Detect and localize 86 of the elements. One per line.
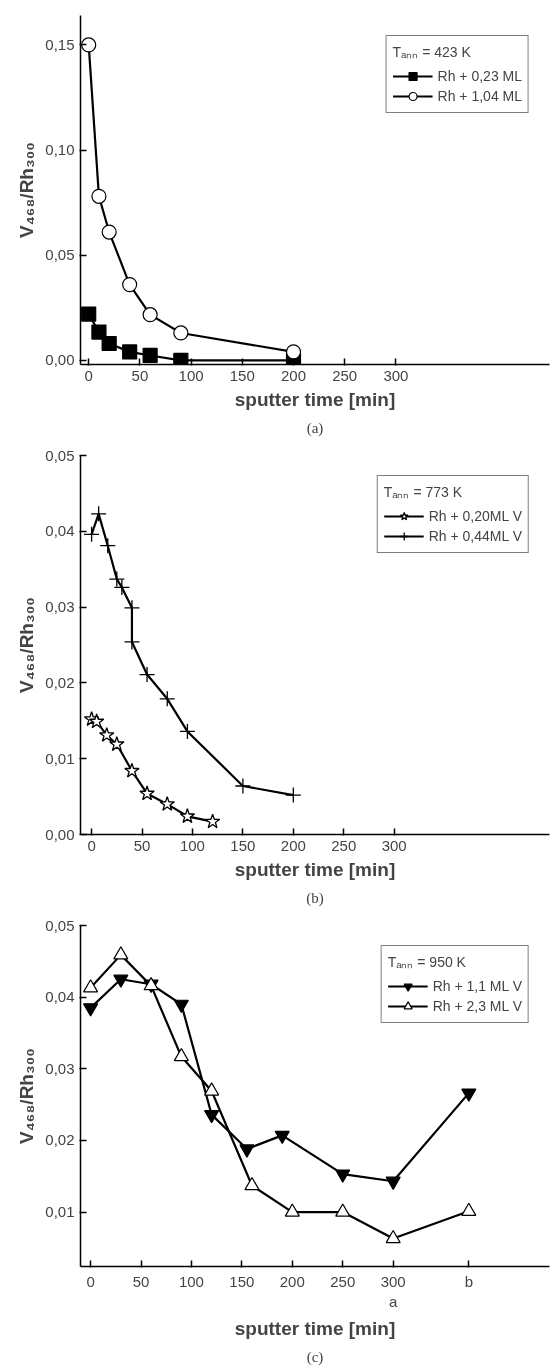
y-tick-label: 0,03 <box>45 598 75 616</box>
x-tick-label: 0 <box>86 1272 95 1290</box>
point <box>98 727 115 742</box>
point <box>159 796 176 811</box>
legend-label: Rh + 2,3 ML V <box>432 998 522 1014</box>
x-tick-label: 200 <box>279 1272 305 1290</box>
point <box>139 785 155 801</box>
y-tick-label: 0,03 <box>45 1059 75 1077</box>
x-tick-label: 50 <box>133 836 151 854</box>
y-tick-label: 0,01 <box>45 1203 75 1221</box>
legend-title: Tₐₙₙ = 773 K <box>383 483 464 501</box>
x-tick-label: 0 <box>87 836 96 854</box>
text: (a) <box>306 419 324 437</box>
x-tick-label: 150 <box>230 836 256 854</box>
point <box>122 344 138 360</box>
x-axis-title: sputter time [min] <box>234 858 396 880</box>
x-tick-label: 250 <box>331 836 357 854</box>
legend-title: Tₐₙₙ = 950 K <box>387 953 467 971</box>
x-tick-label: 250 <box>330 1272 356 1290</box>
y-axis-title: V₄₆₈/Rh₃₀₀ <box>16 142 38 238</box>
point <box>101 224 117 240</box>
point <box>109 736 125 752</box>
x-tick-label: 300 a <box>380 1272 406 1310</box>
point <box>142 307 158 323</box>
y-tick-label: 0,05 <box>45 916 75 934</box>
point <box>179 808 196 824</box>
point <box>124 762 140 778</box>
x-tick-label: 150 <box>229 366 255 384</box>
point <box>138 666 156 683</box>
point <box>285 786 302 804</box>
x-tick-label: 50 <box>131 366 149 384</box>
point <box>234 777 252 795</box>
point <box>122 277 138 293</box>
legend-label: Rh + 1,1 ML V <box>432 978 522 994</box>
point <box>108 570 125 588</box>
y-axis-title: V₄₆₈/Rh₃₀₀ <box>16 597 38 693</box>
x-axis-title: sputter time [min] <box>234 388 396 410</box>
point <box>142 347 158 364</box>
x-tick-label: 0 <box>84 366 93 384</box>
y-tick-label: 0,00 <box>45 825 75 843</box>
x-tick-label: 200 <box>280 836 306 854</box>
legend-label: Rh + 1,04 ML <box>437 88 522 104</box>
point <box>179 723 196 740</box>
text: (c) <box>306 1348 324 1366</box>
legend-label: Rh + 0,20ML V <box>428 508 522 524</box>
x-tick-label: 100 <box>178 366 204 384</box>
x-tick-label: 250 <box>332 366 358 384</box>
point <box>81 37 97 53</box>
legend-title: Tₐₙₙ = 423 K <box>392 43 472 61</box>
x-tick-label: 200 <box>280 366 307 384</box>
y-tick-label: 0,04 <box>45 522 75 540</box>
x-tick-label: 100 <box>178 1272 204 1290</box>
point <box>83 526 100 543</box>
y-tick-label: 0,01 <box>45 749 75 767</box>
point <box>101 335 117 352</box>
x-tick-label: 150 <box>229 1272 255 1290</box>
text: (b) <box>306 889 324 907</box>
y-tick-label: 0,04 <box>45 988 75 1006</box>
point <box>81 306 97 322</box>
y-tick-label: 0,02 <box>45 673 75 691</box>
y-tick-label: 0,00 <box>45 351 75 369</box>
x-tick-label: 50 <box>132 1272 150 1290</box>
y-axis-title: V₄₆₈/Rh₃₀₀ <box>16 1048 38 1144</box>
legend-label: Rh + 0,44ML V <box>428 528 522 544</box>
point <box>91 188 107 204</box>
y-tick-label: 0,05 <box>45 446 75 464</box>
y-tick-label: 0,05 <box>45 246 75 264</box>
x-tick-label: 300 <box>381 836 407 854</box>
point <box>88 713 105 729</box>
point <box>173 325 189 341</box>
x-tick-label: b <box>464 1272 473 1290</box>
point <box>204 813 221 829</box>
point <box>99 537 116 554</box>
x-axis-title: sputter time [min] <box>234 1317 396 1339</box>
legend-label: Rh + 0,23 ML <box>437 68 522 84</box>
point <box>173 352 189 365</box>
y-tick-label: 0,10 <box>45 141 75 159</box>
y-tick-label: 0,15 <box>45 35 75 53</box>
x-tick-label: 100 <box>179 836 205 854</box>
point <box>90 505 107 523</box>
x-tick-label: 300 <box>383 366 409 384</box>
point <box>91 324 107 340</box>
point <box>159 690 176 707</box>
point <box>285 344 302 360</box>
point <box>113 579 130 596</box>
y-tick-label: 0,02 <box>45 1131 75 1149</box>
